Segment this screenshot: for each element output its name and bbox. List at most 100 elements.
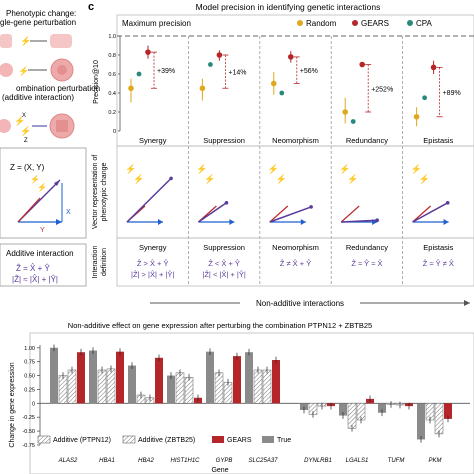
panel-d: Non-additive effect on gene expression a…: [9, 321, 474, 474]
bar: [97, 369, 107, 404]
chart-legend: Additive (PTPN12) Additive (ZBTB25) GEARS T…: [37, 435, 291, 444]
label-single-2: gle-gene perturbation: [0, 18, 76, 27]
chart-x-label: GYPB: [216, 458, 233, 464]
bar: [417, 403, 425, 440]
arrow-head: [158, 219, 163, 225]
bracket-label: Non-additive interactions: [256, 299, 344, 308]
chart-ylabel: Change in gene expression: [9, 362, 16, 447]
chart-x-label: HBA2: [138, 458, 154, 464]
arrow-head: [300, 219, 306, 225]
var-x: X: [66, 209, 71, 216]
definition-eq1: Ẑ ≈ Ŷ ≈ X̂: [351, 259, 382, 268]
additive-eq1: Ẑ = X̂ + Ŷ: [16, 264, 50, 273]
chart-bars: [50, 344, 452, 443]
precision-points: +39% +14% +56% +252% +89%: [128, 36, 461, 286]
y-tick-label: 0.8: [108, 53, 116, 59]
panel-c: c Model precision in identifying genetic…: [88, 1, 474, 309]
vector-y: [340, 205, 360, 223]
cell-icon: [0, 119, 11, 133]
bar: [116, 351, 124, 404]
lightning-icon: ⚡: [196, 163, 207, 175]
lightning-icon: ⚡: [419, 173, 430, 185]
chart-y-tick-label: -0.75: [22, 443, 35, 449]
definition-title: Suppression: [203, 243, 245, 252]
chart-legend-label: True: [277, 437, 291, 444]
definition-title: Epistasis: [423, 243, 453, 252]
chart-x-label: SLC25A37: [248, 458, 278, 464]
cpa-point: [422, 95, 427, 101]
vector-z: [126, 177, 172, 223]
max-precision-label: Maximum precision: [122, 19, 191, 28]
category-label: Neomorphism: [272, 136, 319, 145]
definition-eq1: Ẑ ≠ X̂ + Ŷ: [280, 259, 311, 268]
lightning-icon: ⚡: [347, 173, 358, 185]
arrow-head: [445, 201, 450, 205]
lightning-icon: ⚡: [18, 65, 29, 77]
random-point: [342, 109, 349, 115]
vector-y: [412, 205, 431, 223]
bar: [128, 365, 136, 404]
chart-y-tick-label: 0: [32, 401, 35, 407]
chart-x-label: LGALS1: [346, 458, 369, 464]
improvement-label: +252%: [371, 86, 393, 93]
chart-y-tick-label: 1.00: [24, 346, 35, 352]
bar: [378, 403, 386, 413]
left-panel: Phenotypic change: gle-gene perturbation…: [0, 9, 100, 287]
arrow-head: [309, 205, 313, 209]
label-combo-2: (additive interaction): [2, 93, 74, 102]
bar: [67, 369, 77, 404]
legend-label: Random: [306, 19, 337, 28]
bar: [339, 403, 347, 416]
chart-x-label: HIST1H1C: [170, 458, 200, 464]
lightning-icon: ⚡: [339, 163, 350, 175]
y-tick-label: 0.4: [108, 91, 116, 97]
legend-c: Random GEARS CPA: [297, 19, 433, 28]
improvement-label: +89%: [443, 90, 461, 97]
gears-point: [145, 49, 151, 55]
definition-title: Synergy: [139, 243, 167, 252]
arrow-head: [443, 219, 449, 225]
category-label: Epistasis: [423, 136, 453, 145]
panel-letter: c: [88, 1, 94, 13]
cpa-point: [279, 90, 285, 96]
legend-marker: [297, 20, 303, 26]
panel-c-title: Model precision in identifying genetic i…: [196, 2, 381, 12]
bar: [58, 375, 68, 404]
cpa-point: [350, 119, 356, 124]
bar: [89, 350, 97, 404]
chart-y-tick-label: 0.50: [24, 374, 35, 380]
bar: [444, 403, 452, 419]
bar: [245, 352, 253, 404]
category-label: Suppression: [203, 136, 245, 145]
definition-title: Neomorphism: [272, 243, 319, 252]
chart-x-label: TUFM: [388, 458, 405, 464]
var-x: X: [22, 113, 26, 119]
bar: [77, 352, 85, 404]
lightning-icon: ⚡: [14, 115, 25, 127]
chart-x-label: ALAS2: [58, 458, 78, 464]
y-tick-label: 0.2: [108, 110, 116, 116]
category-labels: Synergy Suppression Neomorphism Redundancy E…: [139, 136, 454, 145]
vector-y: [269, 205, 289, 223]
random-point: [271, 80, 277, 87]
vector-z: [412, 202, 449, 223]
chart-legend-label: Additive (ZBTB25): [138, 437, 195, 444]
lightning-icon: ⚡: [125, 163, 136, 175]
arrow-head: [229, 219, 235, 225]
lightning-icon: ⚡: [30, 174, 40, 184]
definition-eq2: |Ẑ| < |X̂| + |Ŷ|: [202, 270, 245, 279]
lightning-icon: ⚡: [204, 173, 215, 185]
z-equation: Z = (X, Y): [10, 163, 45, 172]
chart-x-label: DYNLRB1: [304, 458, 332, 464]
var-z: Z: [24, 138, 28, 144]
vector-ylabel-1: Vector representation of: [92, 155, 99, 229]
lightning-icon: ⚡: [276, 173, 287, 185]
legend-marker: [352, 20, 358, 26]
vector-ylabel-2: phenotypic change: [101, 163, 108, 222]
definition-eq1: Ẑ < X̂ + Ŷ: [208, 259, 240, 268]
y-tick-label: 1.0: [108, 34, 116, 40]
vector-z: [341, 219, 378, 223]
bar: [184, 376, 194, 404]
definition-ylabel-2: definition: [101, 248, 108, 276]
